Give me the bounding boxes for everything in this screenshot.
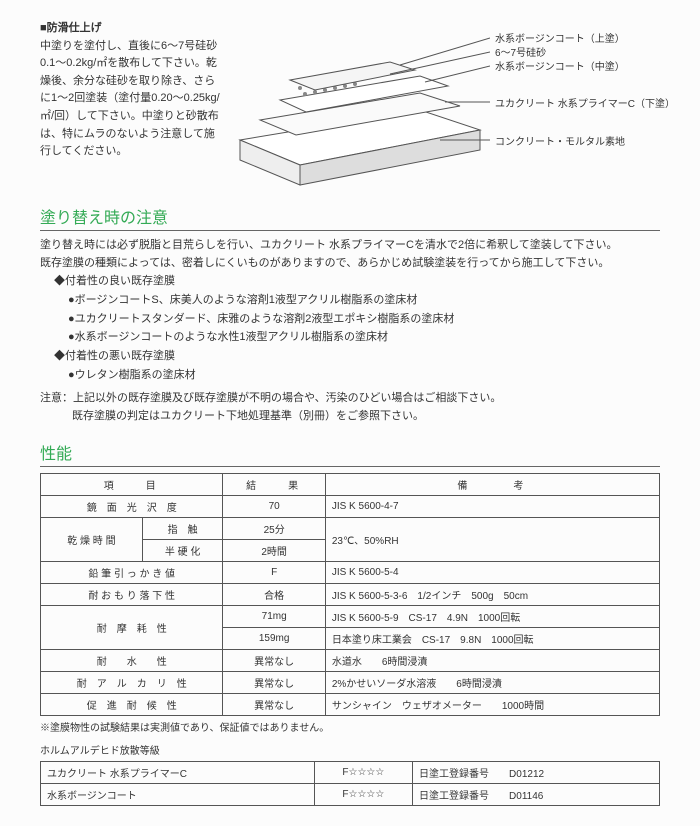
- head-remark: 備 考: [325, 473, 659, 495]
- table-row: 耐 お も り 落 下 性 合格 JIS K 5600-5-3-6 1/2インチ…: [41, 583, 660, 605]
- bullet-good-head: ◆付着性の良い既存塗膜: [54, 272, 660, 291]
- formaldehyde-title: ホルムアルデヒド放散等級: [40, 742, 660, 757]
- diagram-label-4: ユカクリート 水系プライマーC（下塗）: [495, 95, 675, 110]
- performance-table: 項 目 結 果 備 考 鏡 面 光 沢 度 70 JIS K 5600-4-7 …: [40, 473, 660, 716]
- table-row: ユカクリート 水系プライマーC F☆☆☆☆ 日塗工登録番号 D01212: [41, 761, 660, 783]
- instructions-title: ■防滑仕上げ: [40, 20, 220, 38]
- formaldehyde-table: ユカクリート 水系プライマーC F☆☆☆☆ 日塗工登録番号 D01212 水系ボ…: [40, 761, 660, 806]
- diagram-label-1: 水系ボージンコート（上塗）: [495, 30, 625, 45]
- bullet-good-c: ●水系ボージンコートのような水性1液型アクリル樹脂系の塗床材: [68, 328, 660, 347]
- instructions-body: 中塗りを塗付し、直後に6～7号硅砂0.1～0.2kg/㎡を散布して下さい。乾燥後…: [40, 38, 220, 161]
- table-row: 耐 水 性 異常なし 水道水 6時間浸漬: [41, 649, 660, 671]
- table-row: 促 進 耐 候 性 異常なし サンシャイン ウェザオメーター 1000時間: [41, 693, 660, 715]
- repaint-paragraph: 塗り替え時には必ず脱脂と目荒らしを行い、ユカクリート 水系プライマーCを清水で2…: [40, 237, 660, 272]
- section-performance-title: 性能: [40, 440, 660, 467]
- table-row: 耐 摩 耗 性 71mg JIS K 5600-5-9 CS-17 4.9N 1…: [41, 605, 660, 627]
- table-row: 水系ボージンコート F☆☆☆☆ 日塗工登録番号 D01146: [41, 783, 660, 805]
- repaint-p1: 塗り替え時には必ず脱脂と目荒らしを行い、ユカクリート 水系プライマーCを清水で2…: [40, 239, 617, 251]
- bullet-good-b: ●ユカクリートスタンダード、床雅のような溶剤2液型エポキシ樹脂系の塗床材: [68, 310, 660, 329]
- performance-footnote: ※塗膜物性の試験結果は実測値であり、保証値ではありません。: [40, 719, 660, 734]
- table-row: 乾 燥 時 間 指 触 25分 23℃、50%RH: [41, 517, 660, 539]
- bullet-bad-a: ●ウレタン樹脂系の塗床材: [68, 366, 660, 385]
- head-item: 項 目: [41, 473, 223, 495]
- note-2: 既存塗膜の判定はユカクリート下地処理基準（別冊）をご参照下さい。: [72, 410, 424, 422]
- repaint-p2: 既存塗膜の種類によっては、密着しにくいものがありますので、あらかじめ試験塗装を行…: [40, 257, 609, 269]
- repaint-note: 注意：上記以外の既存塗膜及び既存塗膜が不明の場合や、汚染のひどい場合はご相談下さ…: [40, 390, 660, 425]
- diagram-label-5: コンクリート・モルタル素地: [495, 133, 625, 148]
- section-repaint-title: 塗り替え時の注意: [40, 204, 660, 231]
- layer-diagram: 水系ボージンコート（上塗） 6～7号硅砂 水系ボージンコート（中塗） ユカクリー…: [230, 20, 660, 190]
- table-header-row: 項 目 結 果 備 考: [41, 473, 660, 495]
- instructions-block: ■防滑仕上げ 中塗りを塗付し、直後に6～7号硅砂0.1～0.2kg/㎡を散布して…: [40, 20, 220, 190]
- note-1: 注意：上記以外の既存塗膜及び既存塗膜が不明の場合や、汚染のひどい場合はご相談下さ…: [40, 392, 501, 404]
- bullet-good-a: ●ボージンコートS、床美人のような溶剤1液型アクリル樹脂系の塗床材: [68, 291, 660, 310]
- diagram-label-3: 水系ボージンコート（中塗）: [495, 58, 625, 73]
- diagram-label-2: 6～7号硅砂: [495, 44, 546, 59]
- table-row: 耐 ア ル カ リ 性 異常なし 2%かせいソーダ水溶液 6時間浸漬: [41, 671, 660, 693]
- table-row: 鏡 面 光 沢 度 70 JIS K 5600-4-7: [41, 495, 660, 517]
- table-row: 鉛 筆 引 っ か き 値 F JIS K 5600-5-4: [41, 561, 660, 583]
- bullet-bad-head: ◆付着性の悪い既存塗膜: [54, 347, 660, 366]
- repaint-bullets: ◆付着性の良い既存塗膜 ●ボージンコートS、床美人のような溶剤1液型アクリル樹脂…: [54, 272, 660, 384]
- diagram-svg: [230, 20, 490, 190]
- head-result: 結 果: [223, 473, 325, 495]
